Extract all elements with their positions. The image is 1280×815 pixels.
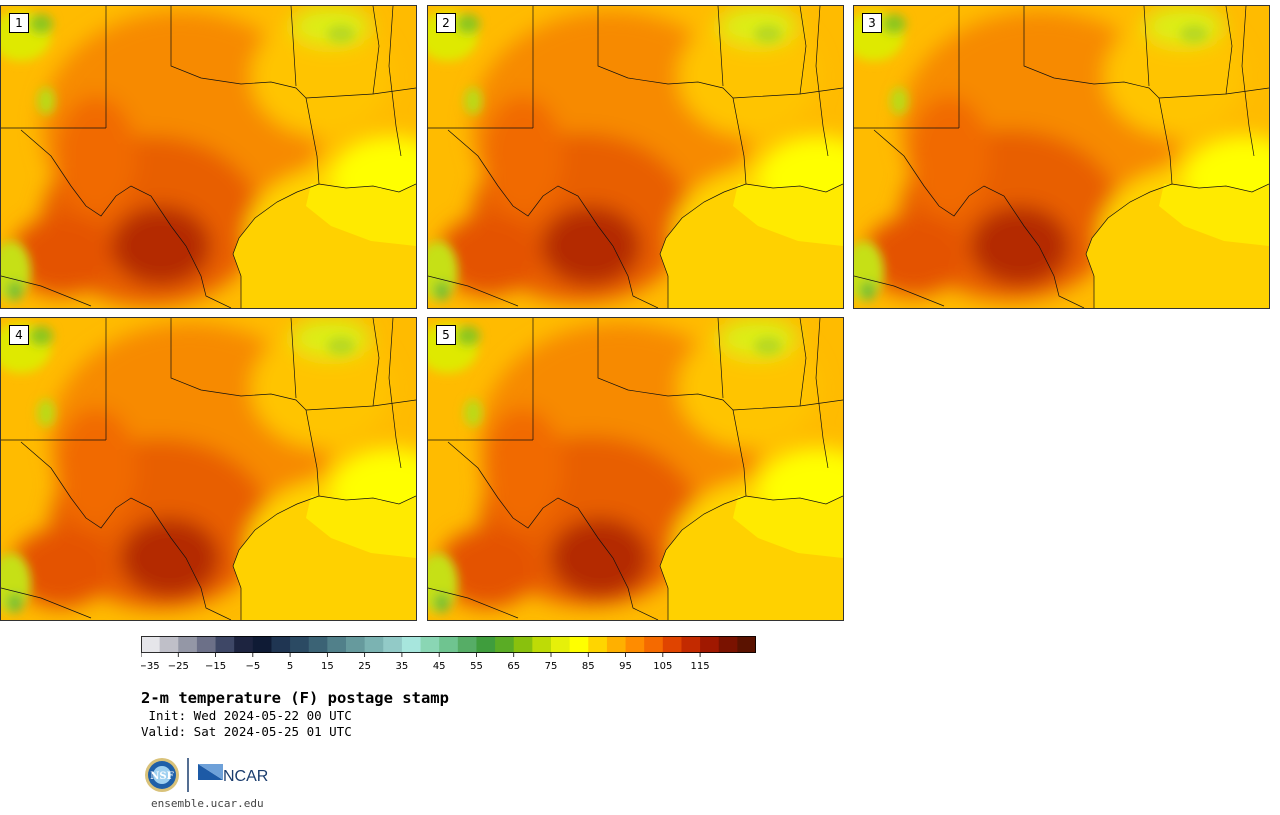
colorbar-bin	[178, 636, 198, 653]
colorbar-tick-label: 55	[470, 661, 483, 672]
temperature-map	[854, 6, 1269, 308]
colorbar-tick-label: 115	[691, 661, 710, 672]
temperature-map	[428, 318, 843, 620]
temperature-map	[1, 6, 416, 308]
nsf-ncar-logo: NSF NCAR	[145, 758, 268, 792]
nsf-seal-icon: NSF	[145, 758, 179, 792]
colorbar-bin	[364, 636, 384, 653]
colorbar-bin	[215, 636, 235, 653]
temperature-map	[1, 318, 416, 620]
site-url[interactable]: ensemble.ucar.edu	[151, 797, 264, 810]
colorbar-tick-label: 95	[619, 661, 632, 672]
colorbar-bin	[513, 636, 533, 653]
member-label: 2	[436, 13, 456, 33]
colorbar-tick-label: 35	[396, 661, 409, 672]
colorbar-tick-label: −5	[245, 661, 260, 672]
colorbar-bin	[625, 636, 645, 653]
colorbar-bin	[569, 636, 589, 653]
title-block: 2-m temperature (F) postage stamp Init: …	[141, 688, 449, 740]
colorbar-bin	[159, 636, 179, 653]
ncar-logo-icon: NCAR	[198, 764, 268, 785]
valid-time: Valid: Sat 2024-05-25 01 UTC	[141, 724, 352, 739]
colorbar-tick-label: −35	[141, 661, 160, 672]
colorbar-bin	[532, 636, 552, 653]
colorbar-bin	[308, 636, 328, 653]
colorbar-bin	[457, 636, 477, 653]
colorbar-tick-label: 75	[545, 661, 558, 672]
member-label: 1	[9, 13, 29, 33]
member-label: 3	[862, 13, 882, 33]
member-label: 5	[436, 325, 456, 345]
colorbar-bin	[234, 636, 254, 653]
colorbar-bin	[606, 636, 627, 653]
colorbar-bin	[588, 636, 608, 653]
temperature-map	[428, 6, 843, 308]
colorbar-bin	[718, 636, 738, 653]
init-time: Init: Wed 2024-05-22 00 UTC	[141, 708, 352, 723]
member-panel-2[interactable]: 2	[427, 5, 844, 309]
colorbar-bin	[737, 636, 756, 653]
colorbar-bin	[644, 636, 664, 653]
colorbar-bin	[551, 636, 571, 653]
colorbar-bin	[196, 636, 217, 653]
colorbar-bin	[141, 636, 161, 653]
colorbar-bin	[290, 636, 310, 653]
member-label: 4	[9, 325, 29, 345]
member-panel-5[interactable]: 5	[427, 317, 844, 621]
colorbar-tick-label: 105	[653, 661, 672, 672]
colorbar-bin	[662, 636, 682, 653]
colorbar-bin	[401, 636, 422, 653]
colorbar-bin	[252, 636, 272, 653]
chart-title: 2-m temperature (F) postage stamp	[141, 689, 449, 707]
colorbar-bin	[476, 636, 496, 653]
ncar-text: NCAR	[223, 768, 268, 785]
colorbar-tick-label: 65	[507, 661, 520, 672]
nsf-text: NSF	[150, 771, 173, 782]
colorbar-bin	[439, 636, 459, 653]
colorbar-tick-label: 45	[433, 661, 446, 672]
colorbar-bin	[383, 636, 403, 653]
member-panel-3[interactable]: 3	[853, 5, 1270, 309]
colorbar-bin	[420, 636, 440, 653]
colorbar-tick-label: −15	[205, 661, 226, 672]
colorbar-bin	[681, 636, 701, 653]
colorbar-bin	[271, 636, 291, 653]
colorbar-bin	[700, 636, 720, 653]
colorbar-bin	[346, 636, 366, 653]
temperature-colorbar: −35 −25 −15 −5 5 15 25 35 45 55 65 75 85 95 105 115	[141, 636, 756, 672]
member-panel-4[interactable]: 4	[0, 317, 417, 621]
member-panel-1[interactable]: 1	[0, 5, 417, 309]
colorbar-tick-label: 25	[358, 661, 371, 672]
colorbar-tick-label: −25	[168, 661, 189, 672]
colorbar-tick-label: 5	[287, 661, 293, 672]
colorbar-bin	[327, 636, 347, 653]
colorbar-tick-label: 85	[582, 661, 595, 672]
colorbar-bin	[495, 636, 515, 653]
colorbar-tick-label: 15	[321, 661, 334, 672]
